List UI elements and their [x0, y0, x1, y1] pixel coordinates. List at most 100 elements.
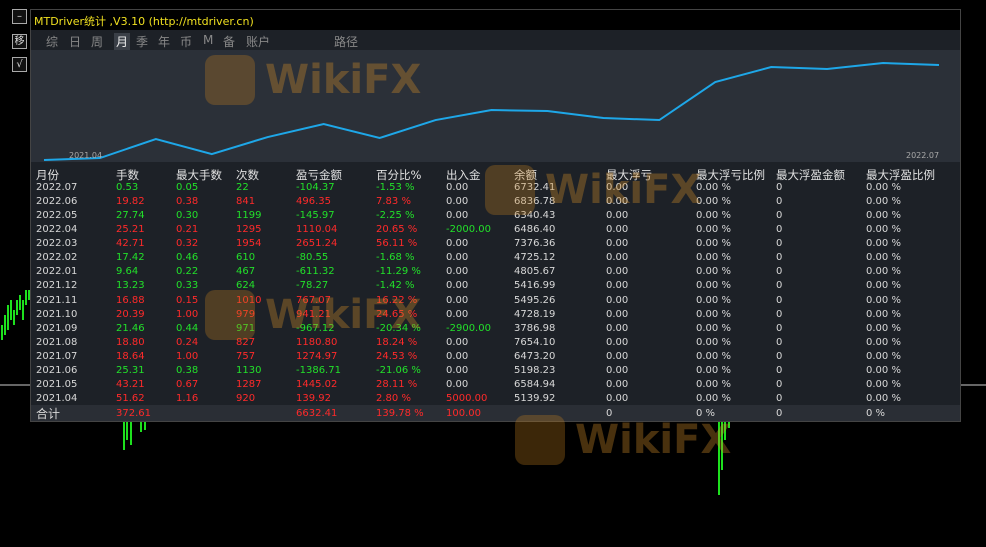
table-cell: 0.00 % — [866, 238, 901, 250]
table-cell: 0.00 — [446, 280, 469, 292]
tab[interactable]: 周 — [91, 35, 104, 49]
table-cell: 0.00 % — [866, 350, 901, 362]
table-cell: 1287 — [236, 378, 262, 390]
table-cell: 0.00 — [606, 280, 629, 292]
table-cell: 1445.02 — [296, 378, 338, 390]
table-cell: 0.00 % — [866, 280, 901, 292]
table-cell: 1.16 — [176, 393, 199, 405]
table-cell: 2.80 % — [376, 393, 411, 405]
tab[interactable]: M — [203, 33, 214, 47]
total-cell: 0 % — [866, 408, 886, 419]
x-label: 2021.04 — [69, 151, 102, 160]
table-cell: 0.67 — [176, 378, 199, 390]
table-cell: 0.00 — [606, 393, 629, 405]
table-cell: 16.88 — [116, 294, 145, 306]
table-cell: 0.00 — [446, 336, 469, 348]
logo-badge — [205, 290, 255, 340]
table-cell: 0 — [776, 294, 783, 306]
table-cell: 1274.97 — [296, 350, 338, 362]
table-cell: 16.22 % — [376, 294, 418, 306]
toolbar-button[interactable]: √ — [12, 57, 27, 72]
table-cell: 6486.40 — [514, 224, 556, 236]
toolbar-button[interactable]: 移 — [12, 34, 27, 49]
table-cell: 0.00 % — [866, 393, 901, 405]
table-cell: 0.00 — [446, 294, 469, 306]
table-cell: 2021.05 — [36, 378, 78, 390]
table-cell: 0.00 — [446, 350, 469, 362]
table-cell: 18.80 — [116, 336, 145, 348]
table-cell: 0.00 % — [866, 322, 901, 334]
table-cell: 0 — [776, 308, 783, 320]
x-label: 2022.07 — [906, 151, 939, 160]
table-cell: 2021.10 — [36, 308, 78, 320]
tab[interactable]: 路径 — [334, 35, 359, 49]
table-cell: 4725.12 — [514, 252, 556, 264]
table-cell: 979 — [236, 308, 256, 320]
table-cell: 0.46 — [176, 252, 199, 264]
table-cell: 0.00 % — [696, 378, 731, 390]
column-header: 盈亏金额 — [296, 168, 342, 182]
table-cell: 0.00 % — [696, 196, 731, 208]
table-cell: 25.31 — [116, 364, 145, 376]
table-cell: 0.00 — [606, 210, 629, 222]
tab[interactable]: 年 — [158, 35, 171, 49]
table-cell: 0.00 — [606, 322, 629, 334]
logo-badge — [515, 415, 565, 465]
table-cell: 0.00 — [446, 238, 469, 250]
tab[interactable]: 日 — [69, 35, 82, 49]
table-cell: 0.00 — [606, 336, 629, 348]
toolbar-button[interactable]: – — [12, 9, 27, 24]
candles — [1, 290, 730, 495]
table-cell: 1954 — [236, 238, 262, 250]
table-cell: 920 — [236, 393, 256, 405]
table-cell: -611.32 — [296, 266, 335, 278]
table-cell: 0.53 — [116, 182, 139, 193]
tab[interactable]: 季 — [136, 35, 149, 49]
table-cell: 610 — [236, 252, 256, 264]
total-cell: 合计 — [36, 407, 61, 421]
table-cell: 0.00 % — [696, 294, 731, 306]
table-cell: 20.65 % — [376, 224, 418, 236]
table-cell: 0.00 % — [696, 224, 731, 236]
table-cell: 0.00 % — [696, 266, 731, 278]
table-cell: -2900.00 — [446, 322, 491, 334]
plot-area — [31, 50, 960, 162]
table-cell: 6584.94 — [514, 378, 556, 390]
table-cell: 0.00 — [446, 266, 469, 278]
table-cell: 0 — [776, 350, 783, 362]
table-cell: 0.00 % — [866, 196, 901, 208]
column-header: 出入金 — [446, 168, 481, 182]
table-cell: 0.00 % — [866, 336, 901, 348]
table-cell: -2.25 % — [376, 210, 415, 222]
table-cell: 0.00 — [446, 210, 469, 222]
tab-bar: 综日周月季年币 M 备账户 路径 — [31, 32, 960, 50]
tab[interactable]: 月 — [114, 33, 131, 50]
logo-badge — [485, 165, 535, 215]
table-cell: 0.24 — [176, 336, 199, 348]
table-cell: 51.62 — [116, 393, 145, 405]
tab[interactable]: 币 — [180, 35, 193, 49]
tab[interactable]: 综 — [46, 35, 59, 49]
table-cell: 2022.04 — [36, 224, 78, 236]
table-cell: 7376.36 — [514, 238, 556, 250]
table-cell: 22 — [236, 182, 249, 193]
watermark: WikiFX — [265, 57, 422, 103]
table-cell: 4805.67 — [514, 266, 556, 278]
tab[interactable]: 备 — [223, 35, 236, 49]
table-cell: 2021.06 — [36, 364, 78, 376]
table-cell: -967.12 — [296, 322, 335, 334]
window-title: MTDriver统计 ,V3.10 (http://mtdriver.cn) — [34, 15, 254, 28]
table-cell: 1295 — [236, 224, 262, 236]
table-cell: 0.00 — [446, 308, 469, 320]
watermark: WikiFX — [265, 292, 422, 338]
table-cell: 2022.01 — [36, 266, 78, 278]
column-header: 余额 — [514, 168, 537, 182]
table-cell: 0.00 — [606, 294, 629, 306]
table-cell: 971 — [236, 322, 256, 334]
table-cell: 18.64 — [116, 350, 145, 362]
table-cell: 0.00 % — [866, 182, 901, 193]
table-cell: 0.00 % — [866, 252, 901, 264]
tab[interactable]: 账户 — [246, 35, 271, 49]
table-cell: 4728.19 — [514, 308, 556, 320]
